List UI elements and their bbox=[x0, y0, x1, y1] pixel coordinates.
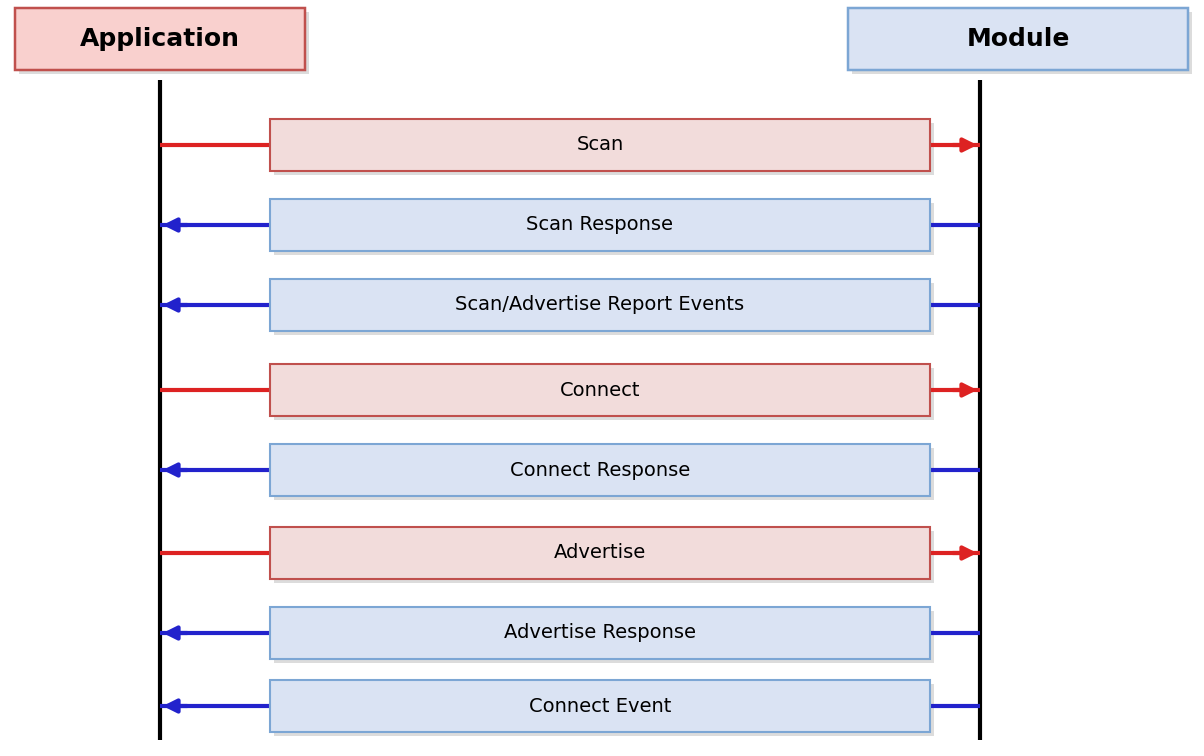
Text: Scan/Advertise Report Events: Scan/Advertise Report Events bbox=[455, 296, 744, 314]
FancyBboxPatch shape bbox=[19, 12, 309, 74]
Text: Scan Response: Scan Response bbox=[526, 215, 673, 234]
FancyBboxPatch shape bbox=[270, 444, 929, 496]
FancyBboxPatch shape bbox=[275, 203, 934, 255]
Text: Scan: Scan bbox=[577, 135, 624, 154]
Text: Application: Application bbox=[79, 27, 240, 51]
FancyBboxPatch shape bbox=[275, 611, 934, 663]
FancyBboxPatch shape bbox=[270, 199, 929, 251]
FancyBboxPatch shape bbox=[270, 527, 929, 579]
FancyBboxPatch shape bbox=[270, 279, 929, 331]
FancyBboxPatch shape bbox=[275, 368, 934, 420]
Text: Connect: Connect bbox=[560, 380, 641, 399]
FancyBboxPatch shape bbox=[270, 119, 929, 171]
FancyBboxPatch shape bbox=[848, 8, 1188, 70]
Text: Connect Response: Connect Response bbox=[509, 460, 690, 479]
FancyBboxPatch shape bbox=[275, 531, 934, 583]
Text: Advertise: Advertise bbox=[554, 544, 647, 562]
FancyBboxPatch shape bbox=[270, 680, 929, 732]
Text: Module: Module bbox=[967, 27, 1069, 51]
Text: Advertise Response: Advertise Response bbox=[504, 624, 696, 643]
FancyBboxPatch shape bbox=[275, 448, 934, 500]
FancyBboxPatch shape bbox=[14, 8, 305, 70]
FancyBboxPatch shape bbox=[852, 12, 1192, 74]
FancyBboxPatch shape bbox=[270, 364, 929, 416]
Text: Connect Event: Connect Event bbox=[529, 696, 671, 715]
FancyBboxPatch shape bbox=[275, 123, 934, 175]
FancyBboxPatch shape bbox=[275, 283, 934, 335]
FancyBboxPatch shape bbox=[270, 607, 929, 659]
FancyBboxPatch shape bbox=[275, 684, 934, 736]
